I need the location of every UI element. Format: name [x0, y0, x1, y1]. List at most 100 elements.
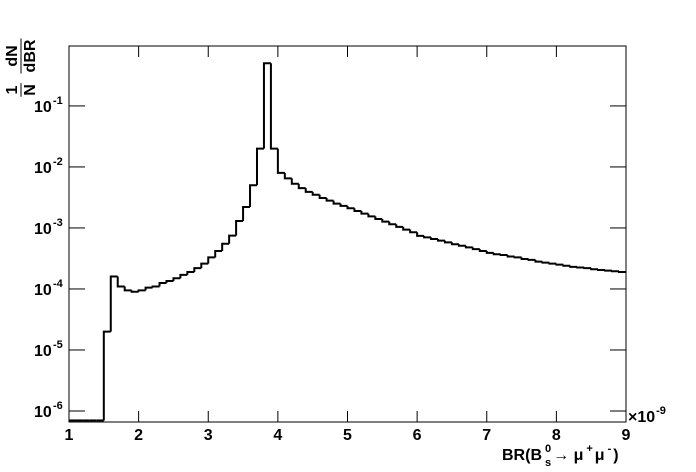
histogram-bin [332, 200, 341, 205]
histogram-bin [388, 221, 397, 226]
histogram-bin [249, 184, 257, 208]
x-tick-label: 5 [343, 427, 352, 444]
histogram-bin [297, 183, 306, 190]
histogram-bin [179, 273, 188, 279]
histogram-bin [478, 249, 487, 252]
histogram-bin [555, 263, 564, 266]
histogram-bin [597, 268, 606, 271]
x-axis-label-part: s [545, 457, 551, 469]
histogram-bin [151, 285, 160, 288]
histogram-bin [123, 286, 132, 292]
histogram-bin [527, 258, 536, 261]
histogram-bin [172, 277, 181, 282]
x-multiplier: ×10 [628, 409, 655, 426]
histogram-bin [283, 172, 292, 180]
histogram-bin [221, 242, 230, 251]
x-axis-label-part: - [608, 443, 612, 455]
x-axis-label-part: 0 [545, 443, 551, 455]
histogram-bin [116, 276, 125, 288]
y-label-denominator: dBR [22, 39, 39, 72]
histogram-bin [492, 252, 501, 256]
histogram-bin [583, 267, 592, 270]
histogram-bin [353, 208, 362, 212]
y-axis-label: 1 NdN dBR [4, 38, 39, 97]
histogram-bin [485, 250, 494, 254]
x-axis-label-part: BR(B [502, 447, 542, 464]
histogram-bin [443, 240, 452, 244]
histogram-bin [374, 216, 383, 221]
histogram-bin [395, 224, 404, 228]
histogram-bin [346, 205, 355, 210]
plot-frame [68, 45, 627, 423]
histogram-bin [207, 256, 216, 264]
x-axis-label-part: → μ [553, 447, 583, 464]
histogram-bin [228, 234, 237, 244]
y-tick-label: 10 [34, 282, 52, 299]
x-tick-label: 7 [482, 427, 491, 444]
histogram-bin [423, 235, 432, 239]
x-axis-label-part: + [586, 443, 592, 455]
histogram-bin [590, 268, 599, 271]
y-tick-label: 10 [34, 160, 52, 177]
histogram-bin [290, 178, 299, 185]
y-tick-exponent: -5 [53, 339, 63, 351]
histogram-bin [402, 226, 411, 231]
histogram-bin [158, 282, 167, 287]
histogram-bin [235, 220, 244, 236]
histogram-bin [360, 210, 369, 215]
histogram-bin [437, 238, 445, 242]
histogram-bin [381, 219, 390, 223]
x-tick-label: 3 [204, 427, 213, 444]
histogram-bin [318, 194, 327, 199]
x-tick-label: 2 [134, 427, 143, 444]
histogram-bin [604, 269, 613, 272]
histogram-bin [109, 275, 118, 332]
histogram-bin [262, 62, 271, 149]
y-tick-exponent: -4 [53, 278, 64, 290]
histogram-bin [457, 244, 466, 247]
x-axis-label-part: μ [595, 447, 605, 464]
histogram-bin [200, 262, 209, 269]
histogram-bin [186, 270, 195, 275]
histogram-bin [255, 147, 264, 186]
histogram-bin [409, 229, 418, 234]
histogram-bin [242, 206, 251, 222]
y-tick-exponent: -6 [53, 400, 63, 412]
histogram-bin [471, 247, 480, 251]
y-tick-label: 10 [34, 221, 52, 238]
x-tick-label: 4 [273, 427, 282, 444]
histogram-bin [193, 267, 202, 272]
x-tick-label: 8 [552, 427, 561, 444]
histogram-bin [611, 270, 620, 273]
histogram-bin [130, 290, 139, 293]
x-tick-label: 6 [413, 427, 422, 444]
y-label-numerator: 1 [4, 85, 21, 94]
histogram-bin [311, 191, 320, 196]
y-tick-label: 10 [34, 404, 52, 421]
histogram-bin [548, 262, 557, 265]
y-tick-label: 10 [34, 99, 52, 116]
y-tick-exponent: -1 [53, 95, 63, 107]
y-tick-label: 10 [34, 343, 52, 360]
histogram-bin [144, 286, 153, 291]
histogram-bin [325, 197, 334, 202]
histogram-bin [416, 232, 425, 237]
histogram-bin [276, 148, 285, 174]
y-label-denominator: N [22, 84, 39, 96]
histogram-bin [562, 264, 571, 267]
histogram-bin [569, 265, 578, 268]
x-tick-label: 1 [65, 427, 74, 444]
histogram-bin [367, 213, 376, 218]
histogram-bin [137, 289, 146, 292]
x-axis-label-part: ) [613, 447, 618, 464]
histogram-bin [618, 270, 626, 273]
histogram-bin [534, 259, 543, 263]
histogram-bin [165, 280, 174, 284]
histogram-bin [269, 63, 278, 150]
histogram-bin [464, 245, 473, 249]
histogram-bin [499, 254, 508, 257]
histogram-bin [450, 242, 459, 246]
histogram-bin [541, 261, 550, 264]
y-label-numerator: dN [4, 45, 21, 66]
histogram-bin [506, 255, 515, 258]
